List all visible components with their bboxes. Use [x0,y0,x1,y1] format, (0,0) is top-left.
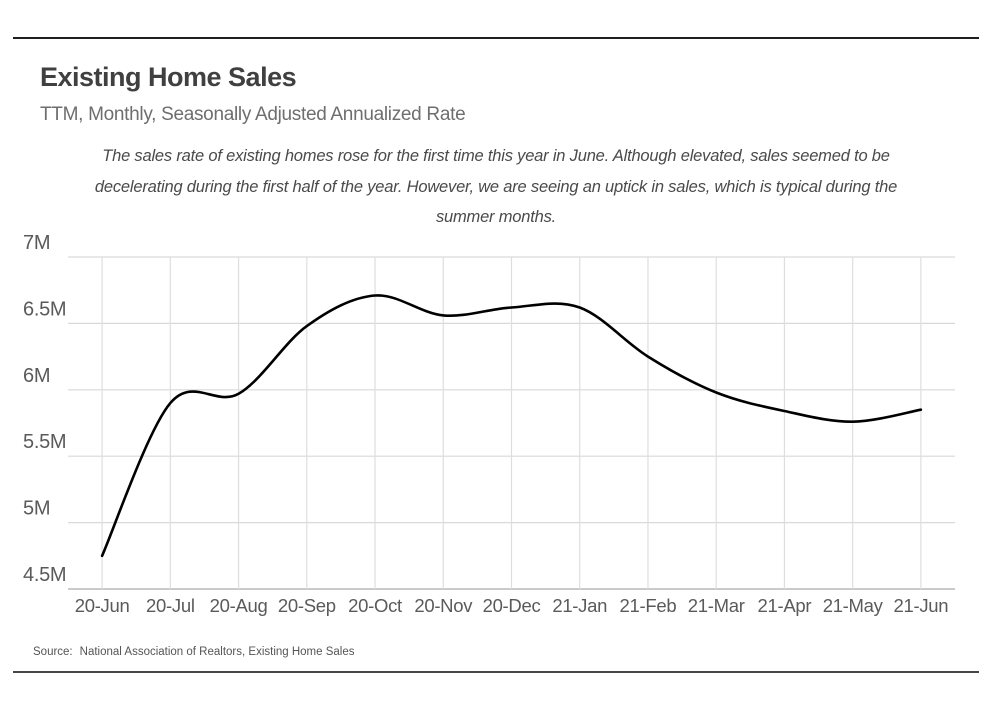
y-tick-label: 6M [23,365,50,387]
x-tick-label: 20-Jun [75,595,130,616]
x-tick-label: 20-Dec [483,595,541,616]
source-text: National Association of Realtors, Existi… [79,646,355,658]
y-tick-label: 5M [23,498,50,520]
x-tick-label: 21-Feb [620,595,677,616]
x-tick-label: 21-Mar [688,595,745,616]
x-tick-label: 20-Jul [146,595,195,616]
x-gridlines [101,257,922,589]
x-tick-label: 20-Nov [414,595,473,616]
chart-title: Existing Home Sales [40,62,297,92]
chart-subtitle: TTM, Monthly, Seasonally Adjusted Annual… [40,104,466,125]
x-tick-label: 20-Oct [348,595,402,616]
source-note: Source: National Association of Realtors,… [33,646,355,658]
x-tick-label: 20-Sep [278,595,336,616]
x-axis-labels: 20-Jun 20-Jul 20-Aug 20-Sep 20-Oct 20-Nov 20-D… [75,595,949,616]
y-tick-label: 6.5M [23,298,66,320]
sales-line-series [100,294,923,558]
top-rule [13,37,979,39]
y-tick-label: 7M [23,232,50,254]
y-axis-labels: 4.5M 5M 5.5M 6M 6.5M 7M [23,232,67,586]
x-tick-label: 21-Jun [893,595,948,616]
y-tick-label: 5.5M [23,431,66,453]
x-tick-label: 21-Jan [552,595,607,616]
y-tick-label: 4.5M [23,564,66,586]
bottom-rule [13,671,979,673]
x-tick-label: 21-May [823,595,884,616]
chart-annotation: The sales rate of existing homes rose fo… [94,147,898,226]
source-label: Source: [33,646,73,658]
x-tick-label: 21-Apr [758,595,812,616]
x-tick-label: 20-Aug [210,595,268,616]
